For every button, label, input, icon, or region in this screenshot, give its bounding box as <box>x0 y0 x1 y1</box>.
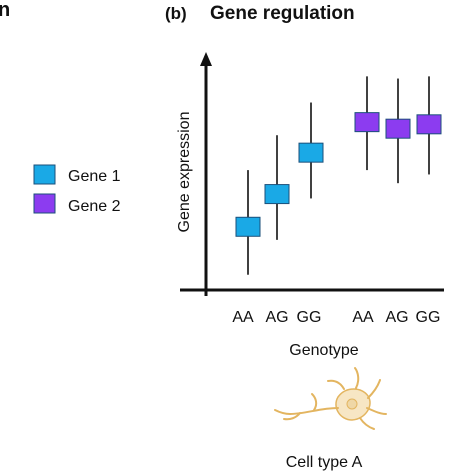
legend-label-gene-1: Gene 1 <box>68 168 121 185</box>
chart-title: Gene regulation <box>210 3 355 24</box>
x-tick-label: AG <box>385 309 408 326</box>
y-axis-arrowhead <box>200 52 212 66</box>
x-tick-label: GG <box>297 309 322 326</box>
legend: Gene 1 Gene 2 <box>33 164 121 215</box>
data-box <box>235 216 261 237</box>
x-axis-title: Genotype <box>289 342 358 359</box>
data-marks <box>235 76 442 275</box>
data-box <box>298 142 324 163</box>
axes <box>180 52 444 296</box>
data-box <box>264 184 290 205</box>
x-tick-label: AG <box>265 309 288 326</box>
left-panel-title-fragment: n <box>0 0 10 21</box>
cell-type-label: Cell type A <box>286 454 363 471</box>
legend-swatch-gene-2 <box>33 193 56 214</box>
data-box <box>416 114 442 135</box>
legend-label-gene-2: Gene 2 <box>68 198 121 215</box>
x-tick-label: GG <box>416 309 441 326</box>
y-axis-title: Gene expression <box>176 112 193 233</box>
x-tick-labels: AA AG GG AA AG GG <box>232 309 440 326</box>
x-tick-label: AA <box>232 309 254 326</box>
legend-swatch-gene-1 <box>33 164 56 185</box>
x-tick-label: AA <box>352 309 374 326</box>
panel-label: (b) <box>165 4 187 23</box>
neuron-illustration <box>274 367 387 430</box>
data-box <box>354 112 380 133</box>
data-box <box>385 118 411 139</box>
